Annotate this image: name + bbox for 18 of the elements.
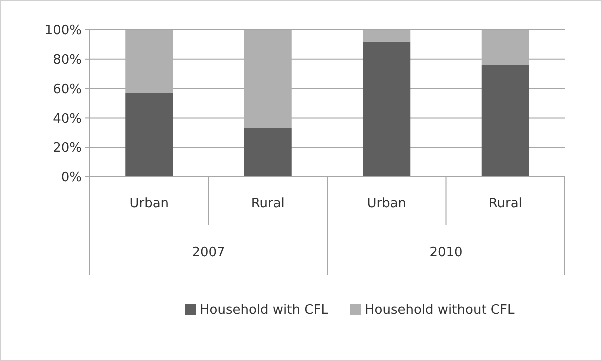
bar	[244, 128, 292, 177]
y-tick-label: 100%	[44, 24, 82, 39]
x-tick-label: Urban	[130, 196, 170, 212]
y-tick-label: 80%	[53, 52, 82, 68]
y-tick-label: 0%	[61, 170, 82, 186]
y-tick-label: 60%	[53, 82, 82, 98]
y-tick-label: 20%	[53, 141, 82, 156]
text: 2007	[192, 246, 226, 261]
bar	[482, 65, 530, 177]
legend-label: Household without CFL	[365, 303, 516, 318]
text: 2010	[430, 246, 463, 261]
x-tick-label: Urban	[367, 196, 407, 212]
y-tick-label: 40%	[53, 112, 82, 127]
bar	[126, 93, 174, 177]
x-tick-label: Rural	[251, 196, 285, 212]
legend-label: Household with CFL	[200, 303, 330, 318]
bar	[363, 42, 411, 177]
x-tick-label: Rural	[488, 196, 522, 212]
